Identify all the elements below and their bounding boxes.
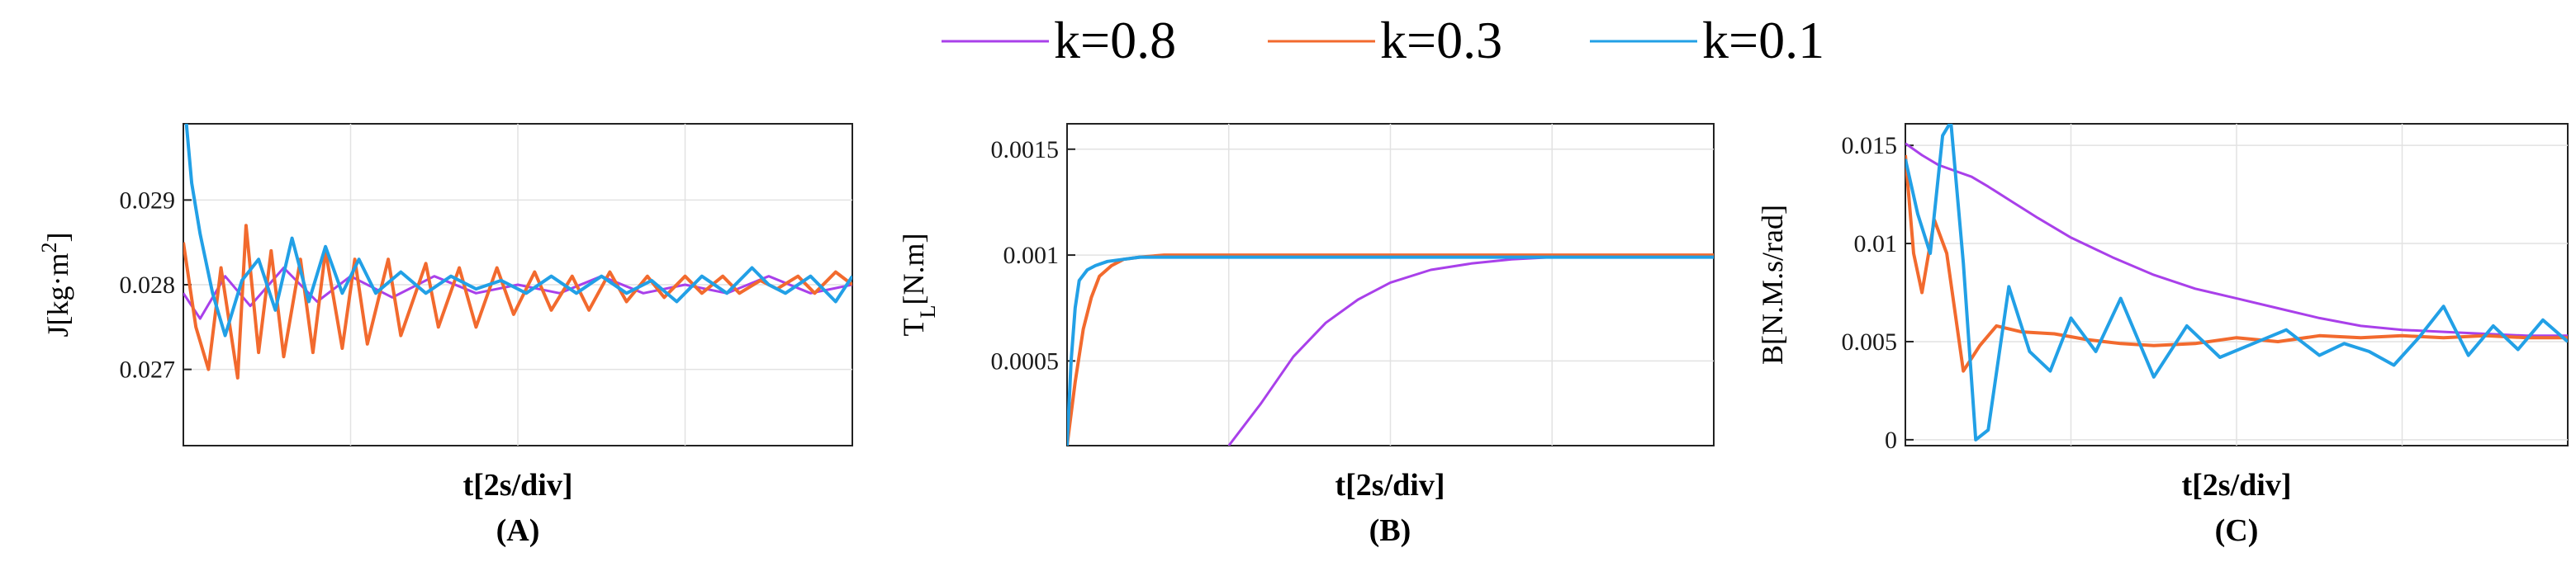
ytick-label: 0: [1885, 427, 1897, 454]
panel-a-series: [183, 124, 852, 380]
series-line-k01: [1067, 255, 1714, 446]
panel-b-label: (B): [1369, 513, 1411, 548]
ytick-label: 0.015: [1842, 132, 1898, 159]
panel-c-grid: [1905, 124, 2568, 446]
ytick-label: 0.01: [1854, 230, 1898, 257]
panel-a-xlabel: t[2s/div]: [463, 468, 573, 503]
panel-c-xlabel: t[2s/div]: [2182, 468, 2292, 503]
ytick-label: 0.0005: [991, 347, 1060, 375]
legend-label-k08: k=0.8: [1054, 11, 1176, 69]
series-line-k03: [1905, 154, 2568, 373]
series-line-k08: [1905, 142, 2568, 338]
legend: k=0.8 k=0.3 k=0.1: [942, 11, 1824, 69]
panel-c-yticks: 0 0.005 0.01 0.015: [1842, 132, 1914, 454]
legend-label-k03: k=0.3: [1380, 11, 1502, 69]
ytick-label: 0.001: [1003, 242, 1060, 269]
panel-c: 0 0.005 0.01 0.015 B[N.M.s/rad] t[2s/div] (…: [1756, 123, 2569, 548]
panel-c-series: [1905, 124, 2568, 442]
panel-b-xlabel: t[2s/div]: [1335, 468, 1445, 503]
ytick-label: 0.0015: [991, 136, 1060, 163]
ytick-label: 0.029: [120, 187, 176, 214]
series-line-k01: [1905, 124, 2568, 442]
series-line-k01: [184, 124, 852, 338]
panel-c-label: (C): [2215, 513, 2259, 548]
panel-a-label: (A): [496, 513, 540, 548]
panel-c-ylabel: B[N.M.s/rad]: [1756, 205, 1789, 365]
ytick-label: 0.005: [1842, 328, 1898, 356]
ytick-label: 0.028: [120, 272, 176, 299]
legend-label-k01: k=0.1: [1702, 11, 1824, 69]
panel-a-yticks: 0.027 0.028 0.029: [120, 187, 192, 384]
ytick-label: 0.027: [120, 357, 176, 384]
panel-a-ylabel: J[kg·m2]: [37, 233, 74, 338]
panel-b-ylabel: TL[N.m]: [897, 234, 940, 337]
panel-b-yticks: 0.0005 0.001 0.0015: [991, 136, 1075, 375]
panel-a: 0.027 0.028 0.029 J[kg·m2] t[2s/div] (A): [37, 123, 853, 548]
series-line-k03: [1067, 253, 1714, 446]
panel-b: 0.0005 0.001 0.0015 TL[N.m] t[2s/div] (B): [897, 123, 1715, 548]
panel-b-series: [1067, 253, 1714, 446]
